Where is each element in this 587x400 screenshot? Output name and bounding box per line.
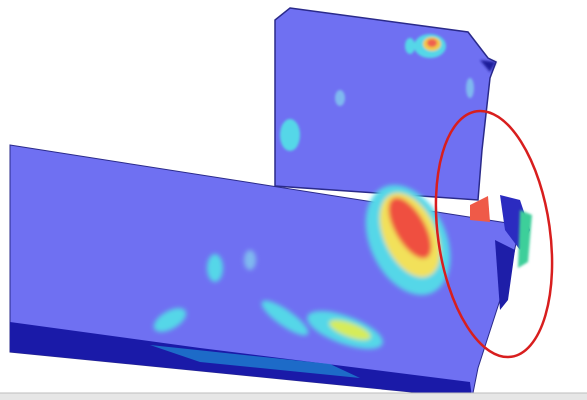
stress-spots — [153, 185, 451, 349]
panel-surface — [274, 7, 497, 201]
edge-shade — [150, 345, 360, 378]
lower-panel — [9, 144, 521, 399]
damaged-corner — [470, 195, 532, 310]
upper-panel — [274, 7, 497, 201]
bottom-strip — [0, 393, 587, 400]
stress-spots — [280, 34, 496, 151]
highlight-ellipse — [434, 109, 554, 359]
